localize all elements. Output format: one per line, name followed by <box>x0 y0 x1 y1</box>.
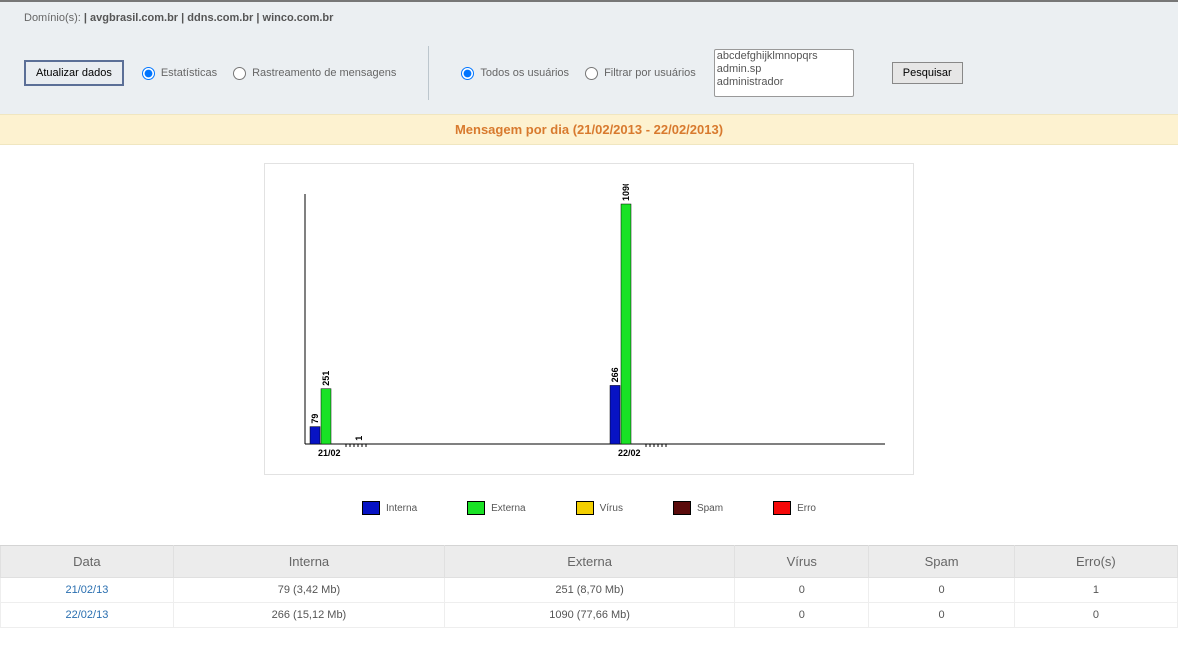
table-cell: 1 <box>1014 578 1177 603</box>
legend-label: Spam <box>697 503 723 514</box>
table-cell[interactable]: 21/02/13 <box>1 578 174 603</box>
table-cell: 79 (3,42 Mb) <box>173 578 444 603</box>
legend-swatch <box>773 501 791 515</box>
view-mode-group: Estatísticas Rastreamento de mensagens <box>142 67 397 80</box>
chart-legend: Interna Externa Vírus Spam Erro <box>0 501 1178 515</box>
svg-text:1: 1 <box>354 436 364 441</box>
svg-text:22/02: 22/02 <box>618 448 641 458</box>
table-cell: 0 <box>869 603 1014 628</box>
user-option[interactable]: admin.sp <box>715 63 853 76</box>
chart-title: Mensagem por dia (21/02/2013 - 22/02/201… <box>0 114 1178 145</box>
bar-interna <box>610 385 620 444</box>
legend-swatch <box>362 501 380 515</box>
user-filter-group: Todos os usuários Filtrar por usuários <box>461 67 695 80</box>
user-option[interactable]: abcdefghijklmnopqrs <box>715 50 853 63</box>
legend-item: Spam <box>673 501 723 515</box>
table-header: Erro(s) <box>1014 546 1177 578</box>
table-cell: 0 <box>1014 603 1177 628</box>
radio-tracking[interactable]: Rastreamento de mensagens <box>233 67 396 80</box>
table-cell: 0 <box>735 603 869 628</box>
bar-interna <box>310 427 320 444</box>
radio-all-users-input[interactable] <box>461 67 474 80</box>
divider <box>428 46 429 100</box>
legend-swatch <box>576 501 594 515</box>
table-header: Interna <box>173 546 444 578</box>
table-cell: 1090 (77,66 Mb) <box>445 603 735 628</box>
radio-filter-users-input[interactable] <box>585 67 598 80</box>
radio-all-users-label: Todos os usuários <box>480 67 569 79</box>
table-cell: 266 (15,12 Mb) <box>173 603 444 628</box>
bar-externa <box>621 204 631 444</box>
table-header: Externa <box>445 546 735 578</box>
legend-item: Vírus <box>576 501 623 515</box>
table-cell[interactable]: 22/02/13 <box>1 603 174 628</box>
legend-label: Externa <box>491 503 525 514</box>
radio-stats[interactable]: Estatísticas <box>142 67 217 80</box>
user-list-select[interactable]: abcdefghijklmnopqrs admin.sp administrad… <box>714 49 854 97</box>
radio-tracking-label: Rastreamento de mensagens <box>252 67 396 79</box>
legend-swatch <box>673 501 691 515</box>
radio-filter-users[interactable]: Filtrar por usuários <box>585 67 696 80</box>
svg-text:1090: 1090 <box>621 184 631 201</box>
domains-line: Domínio(s): | avgbrasil.com.br | ddns.co… <box>24 12 1154 24</box>
user-option[interactable]: administrador <box>715 76 853 89</box>
svg-text:266: 266 <box>610 367 620 382</box>
search-button[interactable]: Pesquisar <box>892 62 963 84</box>
svg-text:251: 251 <box>321 371 331 386</box>
table-row: 22/02/13266 (15,12 Mb)1090 (77,66 Mb)000 <box>1 603 1178 628</box>
table-cell: 0 <box>869 578 1014 603</box>
table-cell: 0 <box>735 578 869 603</box>
table-header: Spam <box>869 546 1014 578</box>
radio-tracking-input[interactable] <box>233 67 246 80</box>
legend-item: Interna <box>362 501 417 515</box>
radio-all-users[interactable]: Todos os usuários <box>461 67 569 80</box>
legend-label: Interna <box>386 503 417 514</box>
domains-label: Domínio(s): <box>24 12 81 24</box>
bar-externa <box>321 389 331 444</box>
legend-label: Vírus <box>600 503 623 514</box>
data-table: DataInternaExternaVírusSpamErro(s) 21/02… <box>0 545 1178 628</box>
radio-stats-input[interactable] <box>142 67 155 80</box>
radio-filter-users-label: Filtrar por usuários <box>604 67 696 79</box>
update-button[interactable]: Atualizar dados <box>24 60 124 86</box>
bar-chart: 21/02 79 251 1 22/02 266 1090 <box>285 184 895 464</box>
table-cell: 251 (8,70 Mb) <box>445 578 735 603</box>
legend-label: Erro <box>797 503 816 514</box>
chart-container: 21/02 79 251 1 22/02 266 1090 <box>264 163 914 475</box>
table-header: Vírus <box>735 546 869 578</box>
table-row: 21/02/1379 (3,42 Mb)251 (8,70 Mb)001 <box>1 578 1178 603</box>
table-header: Data <box>1 546 174 578</box>
svg-text:21/02: 21/02 <box>318 448 341 458</box>
filter-panel: Domínio(s): | avgbrasil.com.br | ddns.co… <box>0 2 1178 114</box>
radio-stats-label: Estatísticas <box>161 67 217 79</box>
legend-item: Erro <box>773 501 816 515</box>
svg-text:79: 79 <box>310 414 320 424</box>
legend-swatch <box>467 501 485 515</box>
legend-item: Externa <box>467 501 525 515</box>
